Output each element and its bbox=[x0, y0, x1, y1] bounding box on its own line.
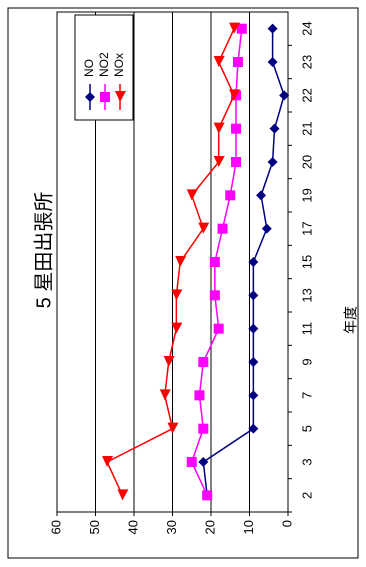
point bbox=[202, 490, 213, 501]
point bbox=[248, 390, 259, 401]
point bbox=[163, 356, 175, 367]
point bbox=[267, 57, 278, 67]
point bbox=[269, 123, 280, 134]
rotated-chart: 5 星田出張所 年度 01020304050602357911131517192… bbox=[7, 7, 359, 559]
point bbox=[225, 190, 236, 201]
x-tick-label: 2 bbox=[299, 492, 314, 499]
legend-marker bbox=[115, 91, 126, 102]
point bbox=[198, 423, 209, 434]
point bbox=[198, 222, 210, 234]
x-tick-label: 9 bbox=[299, 358, 314, 365]
point bbox=[102, 456, 114, 467]
chart-title: 5 星田出張所 bbox=[32, 192, 55, 309]
x-tick-label: 19 bbox=[299, 188, 314, 202]
point bbox=[186, 189, 198, 201]
legend-label: NO2 bbox=[97, 52, 111, 77]
x-axis-title: 年度 bbox=[343, 306, 359, 334]
legend-label: NO bbox=[82, 59, 96, 77]
x-tick-label: 3 bbox=[299, 458, 314, 465]
x-tick-label: 11 bbox=[299, 322, 314, 336]
point bbox=[248, 423, 259, 434]
y-tick-label: 0 bbox=[279, 520, 294, 527]
x-tick-label: 21 bbox=[299, 121, 314, 135]
y-tick-label: 50 bbox=[87, 520, 102, 534]
point bbox=[229, 22, 241, 34]
point bbox=[236, 23, 247, 34]
point bbox=[231, 123, 242, 134]
point bbox=[171, 322, 183, 334]
point bbox=[231, 157, 242, 167]
point bbox=[159, 389, 171, 401]
point bbox=[248, 290, 259, 301]
legend-label: NOx bbox=[112, 53, 126, 77]
point bbox=[213, 323, 224, 334]
x-tick-label: 20 bbox=[299, 155, 314, 169]
point bbox=[186, 457, 197, 467]
legend-marker bbox=[85, 92, 95, 102]
x-tick-label: 13 bbox=[299, 288, 314, 302]
point bbox=[213, 56, 225, 67]
point bbox=[213, 156, 225, 167]
point bbox=[248, 257, 259, 267]
x-tick-label: 24 bbox=[299, 21, 314, 35]
point bbox=[171, 289, 183, 301]
x-tick-label: 7 bbox=[299, 392, 314, 399]
x-tick-label: 22 bbox=[299, 88, 314, 102]
y-tick-label: 20 bbox=[202, 520, 217, 534]
point bbox=[248, 323, 259, 334]
y-tick-label: 30 bbox=[164, 520, 179, 534]
point bbox=[261, 223, 272, 234]
point bbox=[256, 190, 267, 201]
x-tick-label: 17 bbox=[299, 221, 314, 235]
y-tick-label: 40 bbox=[125, 520, 140, 534]
point bbox=[209, 257, 220, 267]
point bbox=[167, 422, 179, 434]
point bbox=[232, 57, 243, 67]
point bbox=[217, 223, 228, 234]
point bbox=[194, 390, 205, 401]
point bbox=[267, 23, 278, 34]
point bbox=[198, 357, 209, 367]
point bbox=[213, 122, 225, 134]
point bbox=[198, 457, 209, 467]
point bbox=[279, 90, 290, 101]
y-tick-label: 60 bbox=[48, 520, 63, 534]
point bbox=[248, 357, 259, 367]
point bbox=[229, 89, 241, 101]
y-tick-label: 10 bbox=[241, 520, 256, 534]
point bbox=[117, 489, 129, 501]
x-tick-label: 15 bbox=[299, 255, 314, 269]
point bbox=[209, 290, 220, 301]
point bbox=[175, 256, 187, 267]
x-tick-label: 5 bbox=[299, 425, 314, 432]
legend-marker bbox=[100, 92, 110, 102]
point bbox=[267, 157, 278, 167]
x-tick-label: 23 bbox=[299, 55, 314, 69]
